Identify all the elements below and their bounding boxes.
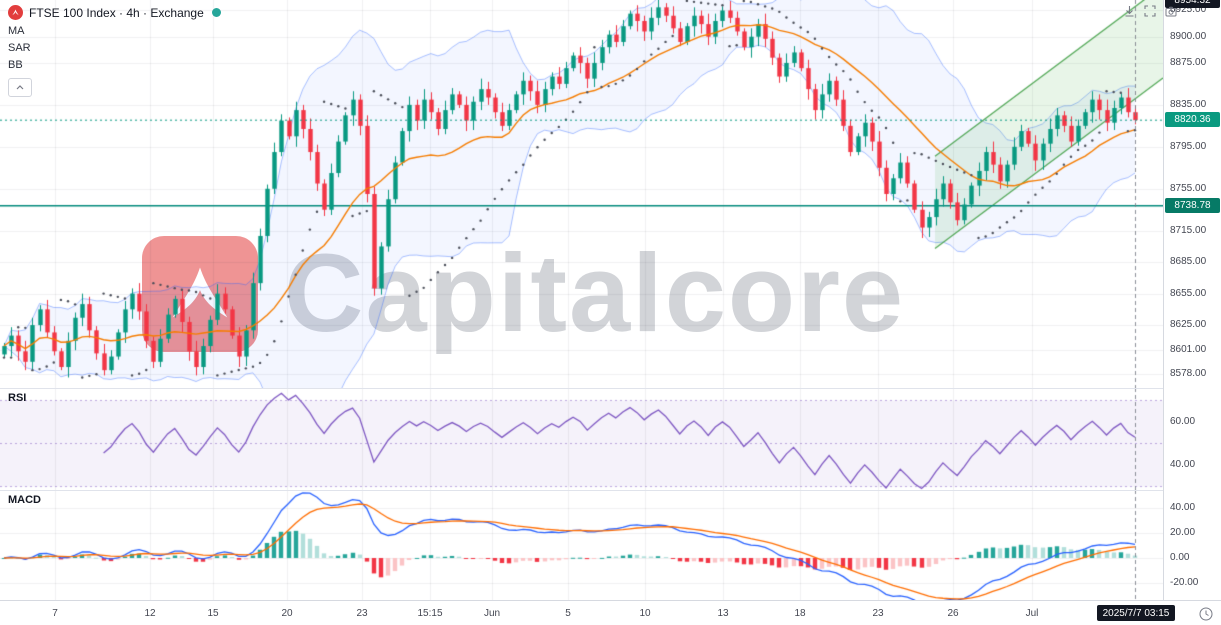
collapse-legend-button[interactable] <box>8 78 32 97</box>
macd-axis-label: -20.00 <box>1170 577 1199 588</box>
rsi-pane-label[interactable]: RSI <box>8 392 27 404</box>
timezone-button[interactable] <box>1198 606 1214 622</box>
pane-separator[interactable] <box>0 388 1221 389</box>
price-axis-label: 8835.00 <box>1170 98 1207 110</box>
time-axis-label: 18 <box>794 608 806 619</box>
price-axis-label: 8875.00 <box>1170 56 1207 68</box>
time-axis-label: 26 <box>947 608 959 619</box>
price-axis-label: 8795.00 <box>1170 140 1207 152</box>
time-axis-label: 7 <box>52 608 58 619</box>
time-axis-label: 23 <box>356 608 368 619</box>
time-axis-label: 20 <box>281 608 293 619</box>
symbol-legend[interactable]: FTSE 100 Index · 4h · Exchange <box>8 5 221 20</box>
rsi-axis-label: 40.00 <box>1170 459 1196 471</box>
time-axis-label: 13 <box>717 608 729 619</box>
price-axis-label: 8578.00 <box>1170 368 1207 380</box>
price-axis-label: 8685.00 <box>1170 256 1207 268</box>
indicator-bb[interactable]: BB <box>8 59 23 71</box>
rsi-axis-label: 60.00 <box>1170 416 1196 427</box>
snapshot-button[interactable] <box>1164 4 1178 18</box>
macd-pane-canvas[interactable] <box>0 490 1163 600</box>
symbol-logo-icon <box>8 5 23 20</box>
symbol-title: FTSE 100 Index · 4h · Exchange <box>29 5 204 20</box>
camera-icon <box>1165 6 1177 16</box>
chevron-up-icon <box>16 85 24 90</box>
time-axis[interactable]: 2025/7/7 03:15 7 12 15 20 23 15:15 Jun 5 10 13 18 2… <box>0 600 1221 625</box>
pane-separator[interactable] <box>0 490 1221 491</box>
price-axis[interactable]: 8954.32 8820.36 8738.78 8925.00 8900.00 88… <box>1163 0 1221 600</box>
chart-legend: FTSE 100 Index · 4h · Exchange MA SAR BB <box>8 5 221 97</box>
macd-pane-label[interactable]: MACD <box>8 494 41 506</box>
indicator-sar[interactable]: SAR <box>8 42 31 54</box>
maximize-pane-button[interactable] <box>1143 4 1157 18</box>
macd-axis-label: 20.00 <box>1170 527 1196 538</box>
time-axis-label: 15 <box>207 608 219 619</box>
arrow-down-icon <box>1125 6 1133 17</box>
price-axis-label: 8601.00 <box>1170 344 1207 356</box>
datetime-badge: 2025/7/7 03:15 <box>1097 605 1175 621</box>
level-price-badge: 8738.78 <box>1165 197 1220 213</box>
scroll-to-recent-button[interactable] <box>1122 4 1136 18</box>
time-axis-label: 23 <box>872 608 884 619</box>
macd-axis-label: 0.00 <box>1170 552 1190 563</box>
price-axis-label: 8925.00 <box>1170 4 1207 16</box>
indicator-ma[interactable]: MA <box>8 25 25 37</box>
pane-toolbar <box>1122 4 1178 18</box>
price-axis-label: 8625.00 <box>1170 319 1207 331</box>
rsi-pane-canvas[interactable] <box>0 388 1163 490</box>
time-axis-label: 10 <box>639 608 651 619</box>
time-axis-label: 15:15 <box>417 608 443 619</box>
macd-axis-label: 40.00 <box>1170 502 1196 513</box>
time-axis-label: Jul <box>1025 608 1039 619</box>
time-axis-label: 5 <box>565 608 571 619</box>
clock-icon <box>1199 607 1213 621</box>
price-axis-label: 8715.00 <box>1170 224 1207 236</box>
clipped-price-badge: 8954.32 <box>1165 0 1220 8</box>
maximize-icon <box>1144 5 1156 17</box>
price-axis-label: 8655.00 <box>1170 287 1207 299</box>
price-axis-label: 8900.00 <box>1170 30 1207 42</box>
market-status-icon[interactable] <box>211 8 221 17</box>
last-price-badge: 8820.36 <box>1165 112 1220 128</box>
price-axis-label: 8755.00 <box>1170 182 1207 194</box>
time-axis-label: 12 <box>144 608 156 619</box>
time-axis-label: Jun <box>483 608 501 619</box>
